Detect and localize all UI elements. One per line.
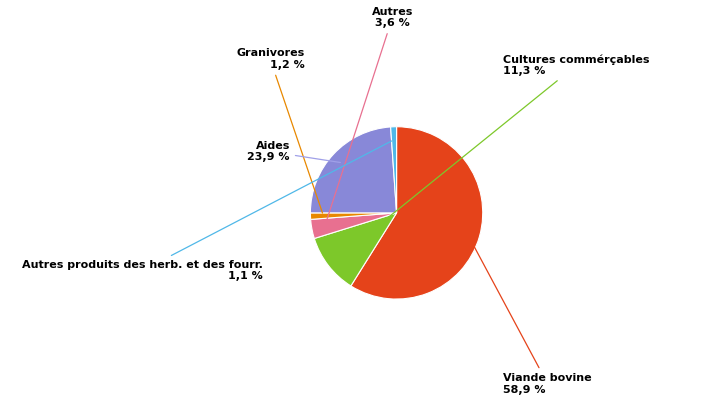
- Wedge shape: [351, 127, 483, 299]
- Text: Autres
3,6 %: Autres 3,6 %: [326, 7, 413, 224]
- Wedge shape: [310, 213, 397, 219]
- Wedge shape: [310, 127, 397, 213]
- Text: Cultures commérçables
11,3 %: Cultures commérçables 11,3 %: [341, 54, 650, 256]
- Text: Autres produits des herb. et des fourr.
1,1 %: Autres produits des herb. et des fourr. …: [22, 141, 392, 281]
- Text: Viande bovine
58,9 %: Viande bovine 58,9 %: [468, 236, 592, 394]
- Wedge shape: [315, 213, 397, 286]
- Wedge shape: [391, 127, 397, 213]
- Text: Granivores
1,2 %: Granivores 1,2 %: [236, 48, 323, 213]
- Text: Aides
23,9 %: Aides 23,9 %: [247, 140, 340, 162]
- Wedge shape: [310, 213, 397, 238]
